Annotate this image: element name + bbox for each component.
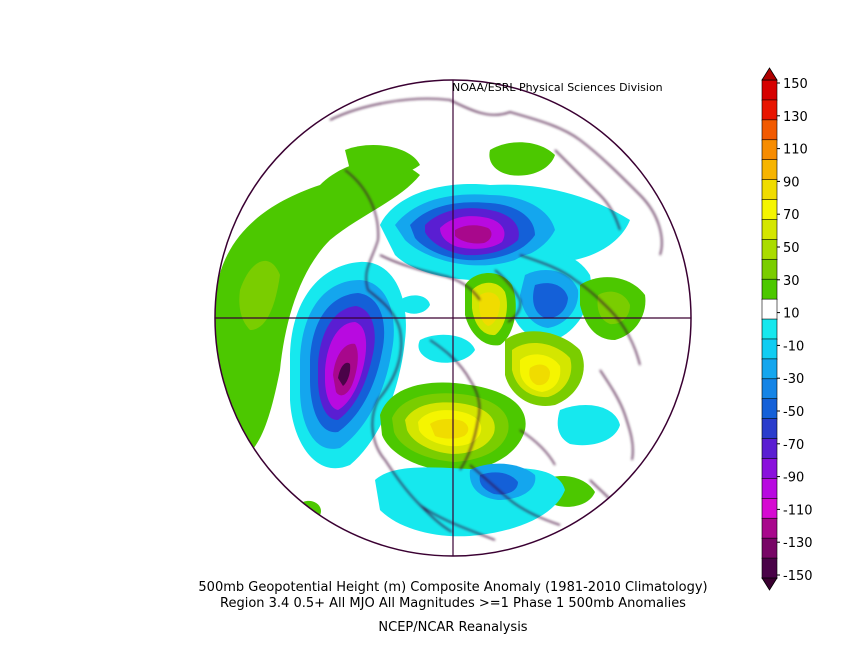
credit-text: NOAA/ESRL Physical Sciences Division (452, 81, 663, 94)
caption-line-3: NCEP/NCAR Reanalysis (378, 620, 528, 635)
positive-anomaly-greenland (465, 272, 584, 406)
coastlines (329, 98, 663, 541)
colorbar-swatch (761, 258, 778, 280)
colorbar-label: -130 (783, 536, 813, 551)
colorbar-label: -70 (783, 438, 804, 453)
colorbar-swatch (761, 99, 778, 121)
colorbar-swatch (761, 139, 778, 161)
caption-line-2: Region 3.4 0.5+ All MJO All Magnitudes >… (220, 596, 686, 611)
colorbar-label: -150 (783, 569, 813, 584)
colorbar-swatch (761, 239, 778, 261)
colorbar-swatch (761, 498, 778, 520)
colorbar-swatch (761, 338, 778, 360)
colorbar-label: -50 (783, 405, 804, 420)
colorbar: 150 130 110 90 70 50 30 10 -10 -30 -50 -70 -90 -110 -1… (761, 67, 813, 591)
colorbar-label: -90 (783, 471, 804, 486)
colorbar-label: -30 (783, 372, 804, 387)
colorbar-label: 110 (783, 143, 808, 158)
negative-anomaly-pacific (290, 261, 406, 469)
colorbar-swatch (761, 199, 778, 221)
colorbar-label: 130 (783, 110, 808, 125)
colorbar-label: 10 (783, 307, 800, 322)
colorbar-swatch (761, 537, 778, 559)
colorbar-swatch (761, 298, 778, 320)
colorbar-label: 30 (783, 274, 800, 289)
colorbar-swatch (761, 418, 778, 440)
colorbar-swatch (761, 79, 778, 101)
colorbar-label: -10 (783, 339, 804, 354)
negative-anomaly-europe (508, 251, 591, 341)
colorbar-swatch (761, 119, 778, 141)
negative-anomaly-atlantic (375, 295, 620, 537)
colorbar-swatch (761, 478, 778, 500)
colorbar-swatch (761, 278, 778, 300)
colorbar-swatch (761, 179, 778, 201)
colorbar-label: 70 (783, 208, 800, 223)
positive-anomaly-pacific (215, 145, 420, 516)
colorbar-top-arrow (761, 67, 778, 81)
colorbar-swatch (761, 378, 778, 400)
colorbar-swatch (761, 318, 778, 340)
colorbar-swatch (761, 358, 778, 380)
colorbar-label: 150 (783, 77, 808, 92)
colorbar-label: 50 (783, 241, 800, 256)
colorbar-label: -110 (783, 503, 813, 518)
caption-line-1: 500mb Geopotential Height (m) Composite … (198, 580, 708, 595)
colorbar-swatch (761, 438, 778, 460)
anomaly-field (215, 80, 691, 556)
globe-outline (214, 79, 692, 557)
colorbar-swatch (761, 398, 778, 420)
colorbar-swatch (761, 219, 778, 241)
colorbar-swatch (761, 458, 778, 480)
colorbar-swatch (761, 517, 778, 539)
colorbar-bottom-arrow (761, 577, 778, 591)
colorbar-swatch (761, 159, 778, 181)
colorbar-label: 90 (783, 175, 800, 190)
colorbar-swatch (761, 557, 778, 579)
